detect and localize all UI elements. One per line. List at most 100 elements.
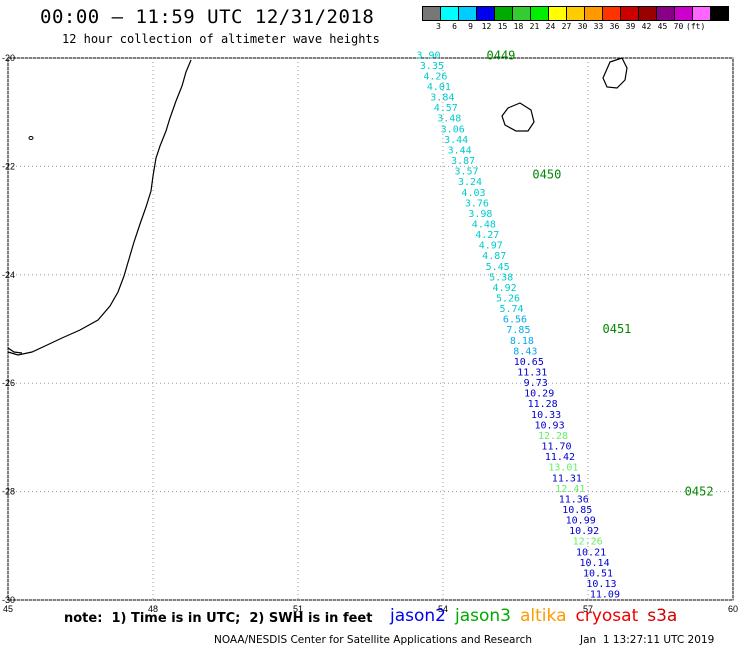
swh-reading: 3.44 — [448, 145, 472, 156]
swh-readings: 3.903.354.264.013.844.573.483.063.443.44… — [416, 50, 620, 600]
swh-reading: 11.31 — [552, 473, 582, 484]
pass-time-label: 0450 — [532, 168, 561, 182]
reunion-island — [501, 102, 535, 132]
scale-label: 36 — [609, 22, 620, 31]
swh-reading: 3.06 — [441, 124, 465, 135]
lon-tick-label: 45 — [3, 604, 13, 614]
lon-tick-label: 54 — [438, 604, 448, 614]
swh-reading: 4.27 — [475, 230, 499, 241]
swh-reading: 3.24 — [458, 177, 482, 188]
swh-reading: 3.76 — [465, 198, 489, 209]
swh-reading: 10.13 — [586, 579, 616, 590]
swh-reading: 4.26 — [423, 71, 447, 82]
scale-label: (ft) — [686, 22, 706, 31]
scale-label: 33 — [593, 22, 604, 31]
swh-reading: 10.29 — [524, 389, 554, 400]
swh-reading: 4.57 — [434, 103, 458, 114]
swh-reading: 10.92 — [569, 526, 599, 537]
swh-reading: 3.57 — [455, 167, 479, 178]
swh-reading: 3.35 — [420, 61, 444, 72]
legend-item-cryosat: cryosat — [575, 606, 639, 626]
swh-reading: 4.97 — [479, 241, 503, 252]
scale-label: 39 — [625, 22, 636, 31]
footer-timestamp: Jan 1 13:27:11 UTC 2019 — [580, 634, 715, 646]
satellite-legend: jason2 jason3 altika cryosat s3a — [390, 606, 686, 626]
swh-reading: 3.90 — [416, 50, 440, 61]
swh-reading: 7.85 — [506, 325, 530, 336]
scale-label: 45 — [657, 22, 668, 31]
units-note: note: 1) Time is in UTC; 2) SWH is in fe… — [64, 611, 373, 626]
graticule — [7, 57, 734, 601]
chart-title: 00:00 — 11:59 UTC 12/31/2018 — [40, 6, 375, 28]
swh-reading: 10.14 — [579, 558, 609, 569]
swh-reading: 11.36 — [559, 494, 589, 505]
lat-tick-label: -22 — [2, 161, 15, 171]
swh-reading: 4.92 — [493, 283, 517, 294]
swh-reading: 10.65 — [514, 357, 544, 368]
legend-item-jason2: jason2 — [390, 606, 446, 626]
lat-tick-label: -24 — [2, 270, 15, 280]
chart-subtitle: 12 hour collection of altimeter wave hei… — [62, 32, 380, 46]
map-frame — [7, 57, 734, 601]
swh-reading: 10.93 — [535, 420, 565, 431]
lon-tick-label: 51 — [293, 604, 303, 614]
madagascar-coastline-south — [7, 347, 23, 354]
swh-reading: 10.99 — [566, 516, 596, 527]
swh-reading: 13.01 — [548, 463, 578, 474]
legend-item-jason3: jason3 — [455, 606, 511, 626]
swh-reading: 12.26 — [573, 537, 603, 548]
swh-reading: 11.42 — [545, 452, 575, 463]
swh-reading: 5.26 — [496, 293, 520, 304]
legend-item-s3a: s3a — [647, 606, 678, 626]
swh-reading: 10.51 — [583, 568, 613, 579]
scale-label: 21 — [529, 22, 540, 31]
swh-reading: 6.56 — [503, 315, 527, 326]
swh-reading: 3.87 — [451, 156, 475, 167]
swh-reading: 5.38 — [489, 272, 513, 283]
scale-label: 12 — [481, 22, 492, 31]
pass-time-label: 0452 — [685, 485, 714, 499]
scale-label: 30 — [577, 22, 588, 31]
pass-time-labels: 0449 0450 0451 0452 — [487, 48, 714, 498]
swh-reading: 11.28 — [528, 399, 558, 410]
pass-time-label: 0451 — [603, 322, 632, 336]
swh-reading: 4.03 — [461, 188, 485, 199]
swh-reading: 11.70 — [541, 442, 571, 453]
swh-reading: 4.48 — [472, 219, 496, 230]
swh-reading: 3.84 — [430, 93, 454, 104]
swh-reading: 10.21 — [576, 547, 606, 558]
swh-reading: 3.98 — [468, 209, 492, 220]
scale-label: 9 — [468, 22, 473, 31]
lat-tick-label: -30 — [2, 595, 15, 605]
swh-reading: 4.01 — [427, 82, 451, 93]
scale-label: 42 — [641, 22, 652, 31]
mauritius-island — [602, 57, 628, 89]
swh-reading: 8.43 — [513, 346, 537, 357]
scale-label: 6 — [452, 22, 457, 31]
swh-reading: 10.85 — [562, 505, 592, 516]
scale-label: 3 — [436, 22, 441, 31]
legend-item-altika: altika — [520, 606, 567, 626]
swh-reading: 8.18 — [510, 336, 534, 347]
swh-reading: 3.48 — [437, 114, 461, 125]
islet — [28, 136, 34, 140]
swh-reading: 10.33 — [531, 410, 561, 421]
swh-reading: 5.74 — [499, 304, 523, 315]
lon-tick-label: 60 — [728, 604, 738, 614]
scale-label: 15 — [497, 22, 508, 31]
swh-reading: 11.31 — [517, 368, 547, 379]
pass-time-label: 0449 — [487, 48, 516, 62]
lat-tick-label: -20 — [2, 53, 15, 63]
swh-reading: 5.45 — [486, 262, 510, 273]
lon-tick-label: 48 — [148, 604, 158, 614]
scale-label: 18 — [513, 22, 524, 31]
scale-label: 70 — [673, 22, 684, 31]
madagascar-coastline — [7, 59, 192, 356]
scale-label: 24 — [545, 22, 556, 31]
scale-swatch — [710, 6, 729, 21]
swh-reading: 12.41 — [555, 484, 585, 495]
color-scale — [422, 6, 729, 21]
footer-credit: NOAA/NESDIS Center for Satellite Applica… — [214, 634, 532, 646]
swh-reading: 3.44 — [444, 135, 468, 146]
